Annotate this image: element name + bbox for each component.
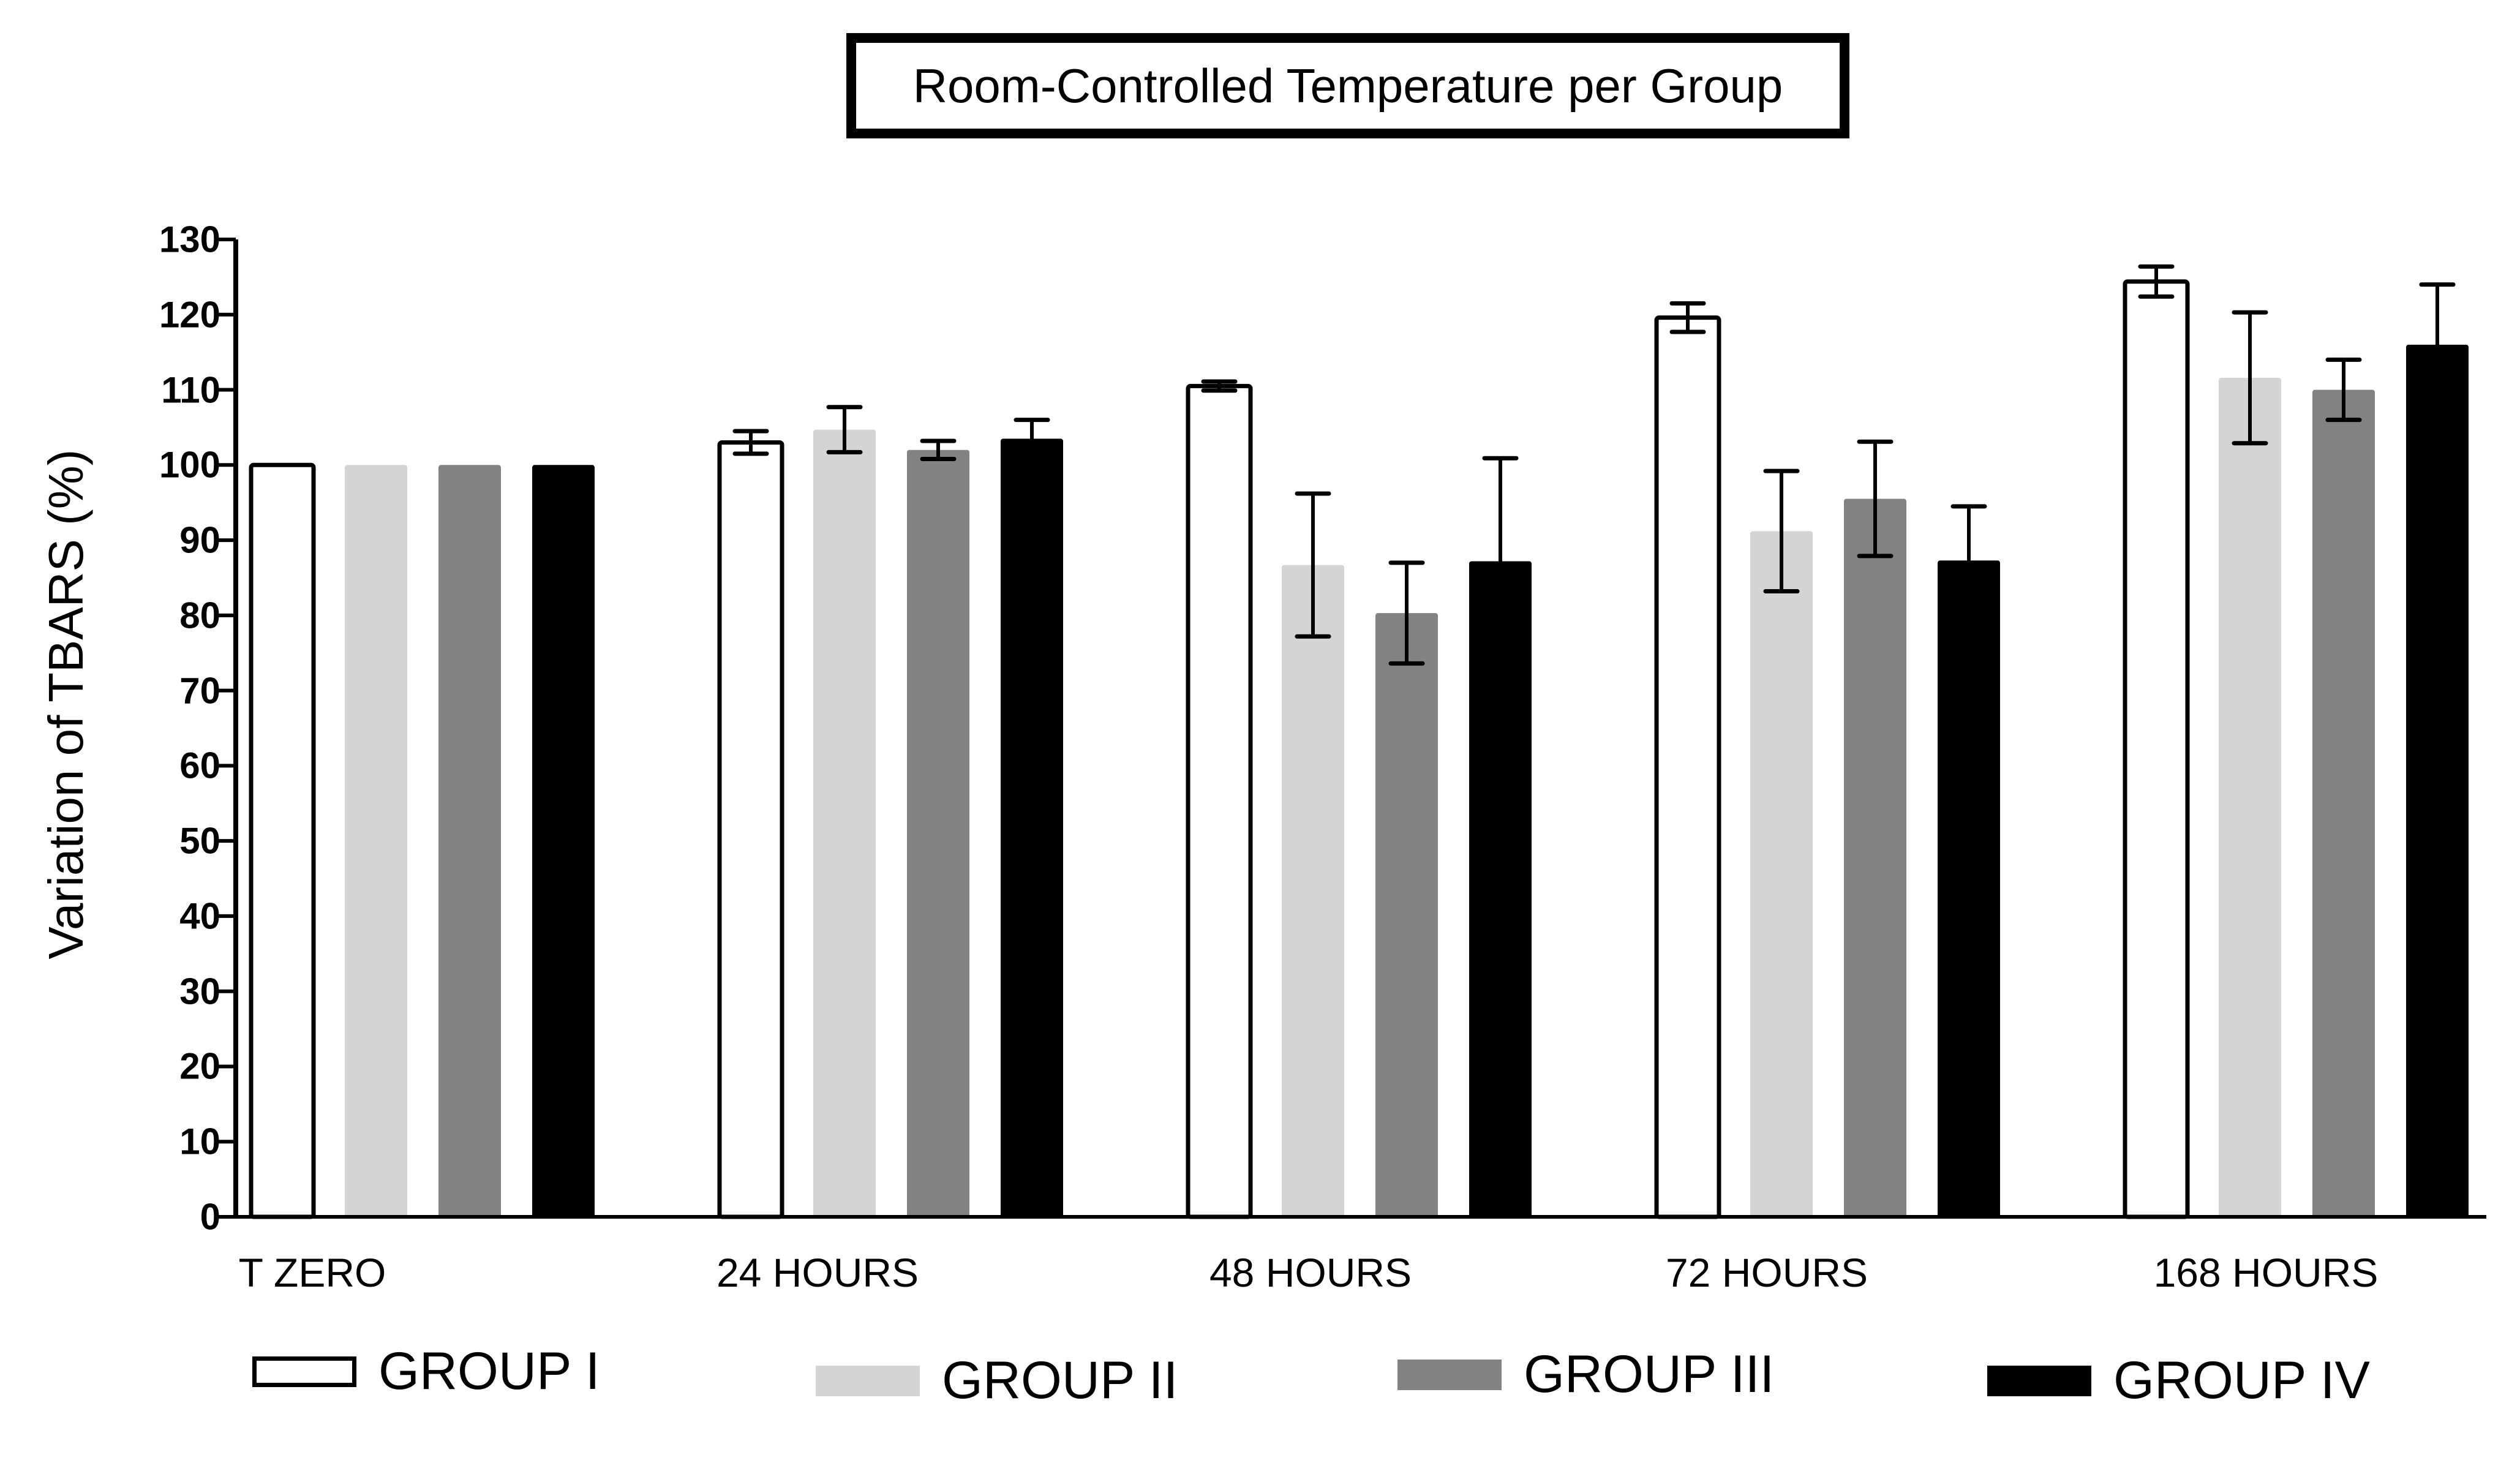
bar-group-iv-3 [1938,560,2000,1217]
error-bar [1201,379,1238,393]
legend-swatch [1397,1359,1502,1390]
legend-item: GROUP II [816,1350,1178,1411]
bar-group-i-4 [2123,279,2190,1219]
bar-group-iv-0 [532,465,595,1217]
error-bar [826,405,863,454]
bar-group-ii-1 [813,429,876,1217]
legend-swatch [816,1365,920,1396]
y-tick-label: 30 [179,971,220,1012]
chart-title: Room-Controlled Temperature per Group [912,58,1783,113]
bar-group-iv-2 [1469,561,1532,1217]
bar-group-iii-4 [2312,389,2375,1217]
bar-group-iii-1 [907,449,969,1217]
y-tick-label: 120 [159,294,220,336]
error-bar [1014,418,1050,460]
y-axis-label: Variation of TBARS (%) [39,449,93,960]
bar-group-i-2 [1186,383,1253,1219]
y-tick-label: 10 [179,1121,220,1162]
error-bar [732,429,769,456]
x-tick-label: T ZERO [238,1250,386,1295]
y-tick-label: 40 [179,895,220,937]
bar-group-ii-0 [345,465,407,1217]
x-tick-label: 24 HOURS [716,1250,919,1295]
error-bar [1950,504,1987,617]
error-bar [1857,439,1894,559]
legend-label: GROUP IV [2113,1351,2370,1410]
bar-group-ii-2 [1282,565,1344,1217]
error-bars-layer [732,264,2456,667]
legend-item: GROUP III [1397,1344,1774,1405]
y-tick-label: 100 [159,444,220,486]
y-tick-label: 60 [179,745,220,786]
bar-group-ii-4 [2219,377,2281,1217]
error-bar [920,438,957,461]
x-tick-label: 72 HOURS [1665,1250,1868,1295]
y-tick-label: 130 [159,219,220,260]
error-bar [2419,282,2456,407]
bar-group-iii-0 [438,465,501,1217]
x-tick-label: 48 HOURS [1209,1250,1412,1295]
bar-group-i-0 [249,462,316,1219]
bar-group-i-3 [1654,315,1721,1219]
error-bar [2232,310,2268,446]
y-tick-label: 110 [161,369,220,411]
error-bar [1763,468,1800,594]
bar-group-i-1 [717,440,784,1219]
y-tick-label: 20 [179,1045,220,1087]
y-tick-label: 80 [179,595,220,636]
y-tick-label: 50 [179,820,220,862]
legend-swatch [252,1356,356,1387]
y-tick-label: 70 [179,670,220,712]
bar-group-iv-4 [2406,344,2469,1217]
y-axis [215,238,2486,1219]
y-tick-label: 0 [200,1196,220,1238]
error-bar [2325,357,2362,423]
y-tick-label: 90 [179,519,220,561]
legend-label: GROUP I [378,1342,600,1401]
error-bar [1669,301,1706,334]
legend-item: GROUP I [252,1341,600,1402]
bar-group-ii-3 [1750,531,1813,1217]
legend-label: GROUP II [942,1351,1178,1410]
x-tick-label: 168 HOURS [2153,1250,2379,1295]
chart-title-box: Room-Controlled Temperature per Group [846,33,1849,138]
bar-group-iii-3 [1844,498,1906,1217]
legend-swatch [1987,1365,2091,1396]
error-bar [1482,456,1519,667]
error-bar [1388,560,1425,666]
legend-label: GROUP III [1524,1345,1775,1404]
bar-group-iv-1 [1001,438,1063,1217]
error-bar [2138,264,2175,299]
error-bar [1295,491,1331,639]
bar-group-iii-2 [1375,613,1438,1217]
legend-item: GROUP IV [1987,1350,2370,1411]
bars-layer [249,279,2469,1219]
